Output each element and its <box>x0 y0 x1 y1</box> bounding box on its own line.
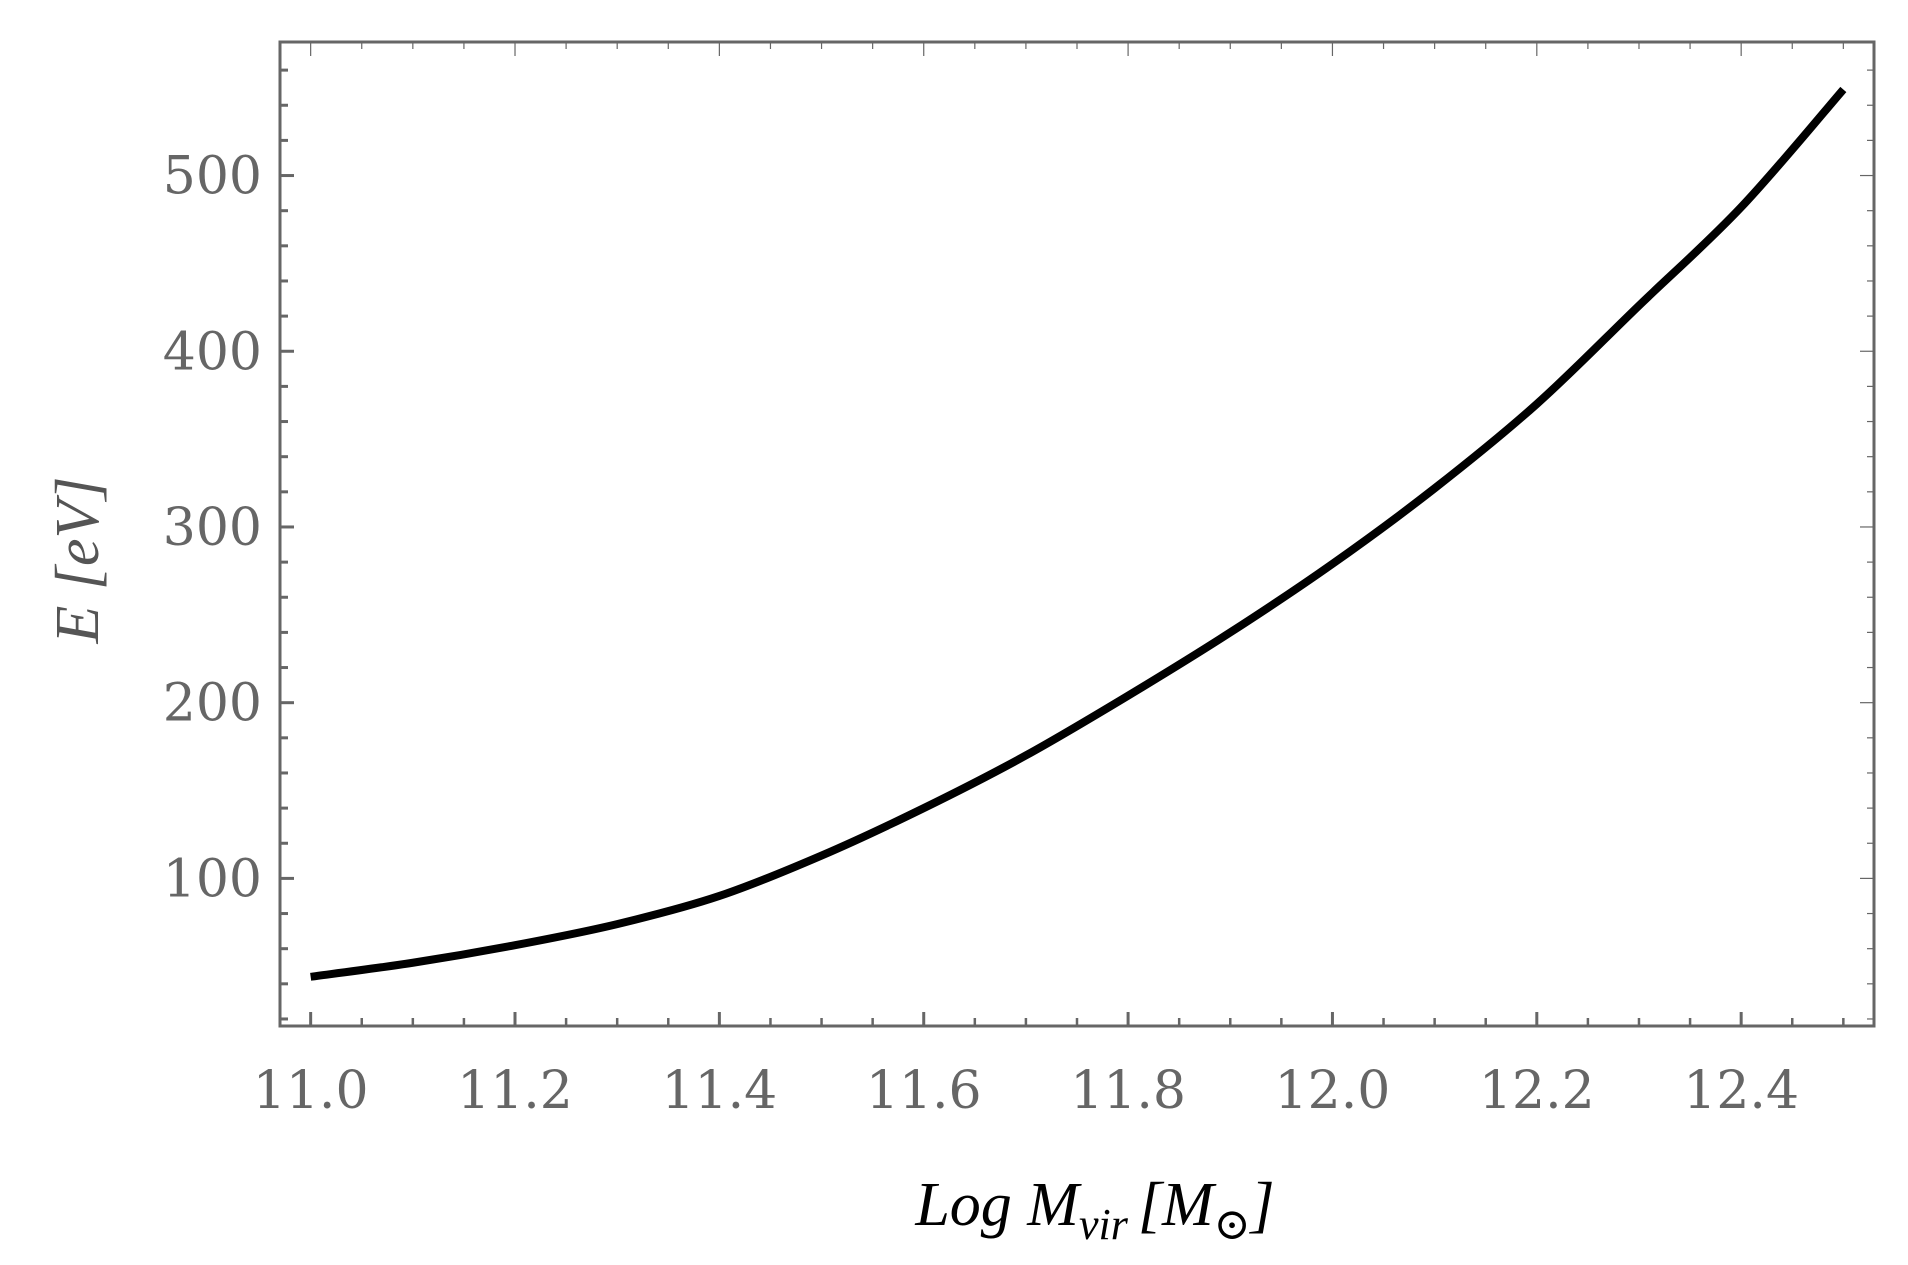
x-tick-label: 11.4 <box>661 1061 777 1121</box>
y-tick-label: 500 <box>163 147 262 207</box>
x-tick-label: 12.4 <box>1683 1061 1799 1121</box>
y-tick-labels: 100 200 300 400 500 <box>163 147 262 910</box>
data-series <box>310 86 1847 981</box>
x-tick-label: 11.2 <box>457 1061 573 1121</box>
y-axis-title: E [eV] <box>44 476 112 644</box>
x-tick-label: 11.6 <box>866 1061 982 1121</box>
y-tick-label: 100 <box>163 849 262 909</box>
plot-border <box>278 40 1876 1028</box>
x-axis-title: Log Mvir [M⊙] <box>914 1171 1274 1249</box>
x-tick-label: 12.0 <box>1275 1061 1391 1121</box>
y-tick-label: 300 <box>163 498 262 558</box>
x-tick-label: 11.8 <box>1070 1061 1186 1121</box>
x-tick-label: 12.2 <box>1479 1061 1595 1121</box>
plot-frame <box>278 40 1876 1028</box>
curve-line <box>310 86 1847 981</box>
x-tick-label: 11.0 <box>253 1061 369 1121</box>
y-tick-label: 400 <box>163 322 262 382</box>
y-tick-label: 200 <box>163 674 262 734</box>
axis-ticks <box>280 42 1874 1026</box>
x-tick-labels: 11.0 11.2 11.4 11.6 11.8 12.0 12.2 12.4 <box>253 1061 1799 1121</box>
